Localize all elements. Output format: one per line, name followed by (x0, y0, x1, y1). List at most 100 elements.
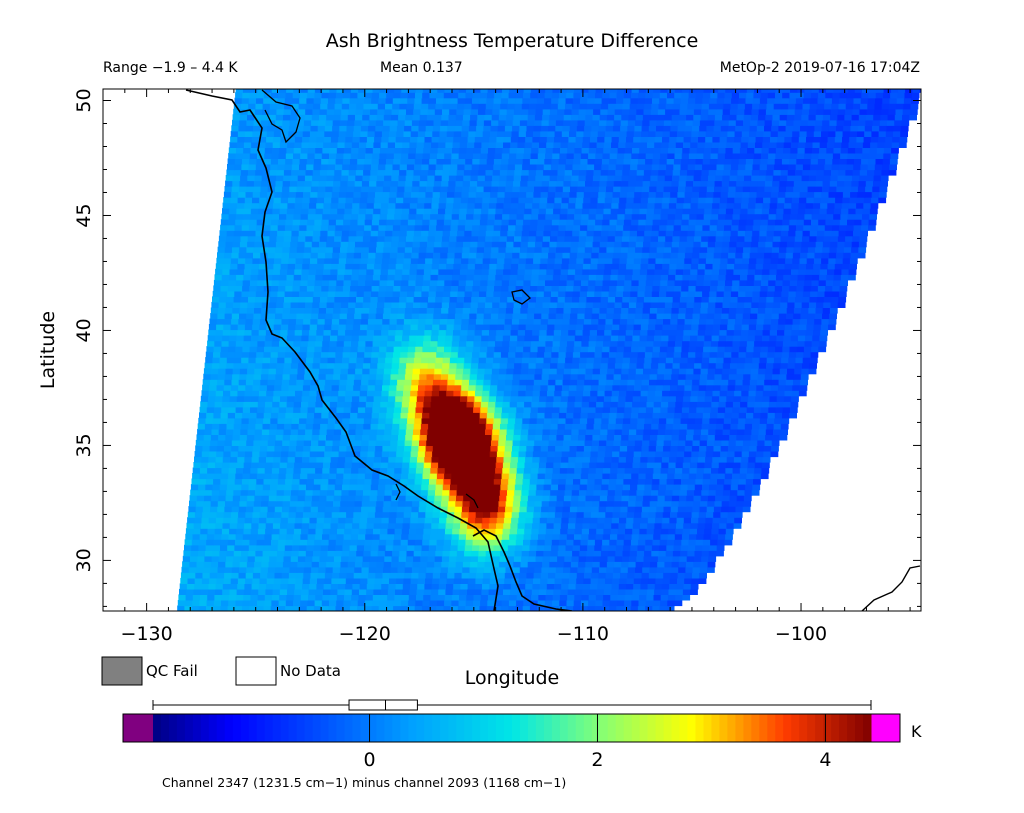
heatmap-cell (498, 434, 507, 441)
heatmap-cell (809, 357, 818, 364)
heatmap-cell (341, 489, 350, 496)
heatmap-cell (495, 340, 503, 347)
heatmap-cell (331, 390, 339, 397)
heatmap-cell (574, 462, 583, 469)
heatmap-cell (199, 533, 208, 540)
heatmap-cell (261, 301, 270, 308)
heatmap-cell (512, 445, 520, 452)
heatmap-cell (535, 368, 543, 375)
heatmap-cell (488, 268, 497, 275)
heatmap-cell (580, 539, 589, 546)
heatmap-cell (277, 550, 285, 557)
heatmap-cell (698, 390, 706, 397)
heatmap-cell (404, 500, 413, 507)
heatmap-cell (239, 500, 248, 507)
heatmap-cell (400, 478, 408, 485)
heatmap-cell (619, 324, 627, 331)
heatmap-cell (257, 340, 266, 347)
heatmap-cell (366, 456, 375, 463)
heatmap-cell (400, 412, 409, 419)
heatmap-cell (638, 600, 647, 607)
heatmap-cell (225, 500, 233, 507)
heatmap-cell (244, 390, 253, 397)
heatmap-cell (320, 544, 329, 551)
heatmap-cell (477, 307, 485, 314)
heatmap-cell (663, 379, 672, 386)
heatmap-cell (233, 362, 242, 369)
heatmap-cell (578, 368, 587, 375)
heatmap-cell (785, 384, 793, 391)
heatmap-cell (637, 417, 646, 424)
heatmap-cell (629, 362, 638, 369)
heatmap-cell (256, 346, 265, 353)
heatmap-cell (655, 324, 663, 331)
heatmap-cell (694, 296, 703, 303)
heatmap-cell (341, 296, 350, 303)
heatmap-cell (744, 489, 753, 496)
heatmap-cell (487, 406, 496, 413)
heatmap-cell (787, 301, 796, 308)
heatmap-cell (771, 379, 780, 386)
heatmap-cell (725, 274, 734, 281)
heatmap-cell (499, 495, 507, 502)
heatmap-cell (444, 406, 453, 413)
heatmap-cell (716, 423, 724, 430)
heatmap-cell (732, 274, 741, 281)
heatmap-cell (592, 495, 601, 502)
heatmap-cell (201, 390, 210, 397)
heatmap-cell (224, 572, 232, 579)
heatmap-cell (378, 412, 387, 419)
heatmap-cell (631, 279, 640, 286)
heatmap-cell (660, 340, 669, 347)
heatmap-cell (208, 456, 217, 463)
heatmap-cell (626, 577, 635, 584)
heatmap-cell (436, 600, 445, 607)
heatmap-cell (456, 550, 465, 557)
heatmap-cell (474, 462, 482, 469)
heatmap-cell (598, 572, 607, 579)
heatmap-cell (258, 522, 267, 529)
heatmap-cell (555, 445, 563, 452)
heatmap-cell (224, 445, 232, 452)
heatmap-cell (228, 594, 237, 601)
heatmap-cell (543, 290, 552, 297)
heatmap-cell (527, 368, 536, 375)
heatmap-cell (239, 434, 248, 441)
heatmap-cell (413, 357, 422, 364)
heatmap-cell (423, 340, 431, 347)
heatmap-cell (644, 357, 653, 364)
heatmap-cell (267, 506, 276, 513)
heatmap-cell (223, 318, 232, 325)
heatmap-cell (662, 390, 670, 397)
heatmap-cell (395, 517, 404, 524)
heatmap-cell (249, 478, 257, 485)
heatmap-cell (346, 384, 354, 391)
heatmap-cell (495, 594, 503, 601)
heatmap-cell (696, 533, 705, 540)
heatmap-cell (531, 588, 540, 595)
heatmap-cell (207, 462, 216, 469)
heatmap-cell (569, 379, 578, 386)
heatmap-cell (421, 290, 430, 297)
heatmap-cell (253, 379, 261, 386)
heatmap-cell (209, 379, 218, 386)
heatmap-cell (276, 495, 284, 502)
heatmap-cell (616, 412, 625, 419)
heatmap-cell (301, 395, 310, 402)
heatmap-cell (201, 577, 210, 584)
heatmap-cell (287, 456, 296, 463)
heatmap-cell (409, 329, 418, 336)
heatmap-cell (295, 517, 303, 524)
heatmap-cell (305, 423, 314, 430)
heatmap-cell (719, 395, 727, 402)
heatmap-cell (688, 412, 697, 419)
heatmap-cell (566, 473, 575, 480)
heatmap-cell (629, 555, 637, 562)
heatmap-cell (467, 390, 476, 397)
heatmap-cell (665, 428, 673, 435)
heatmap-cell (343, 467, 352, 474)
heatmap-cell (422, 346, 431, 353)
heatmap-cell (436, 346, 445, 353)
heatmap-cell (777, 384, 786, 391)
heatmap-cell (574, 594, 583, 601)
